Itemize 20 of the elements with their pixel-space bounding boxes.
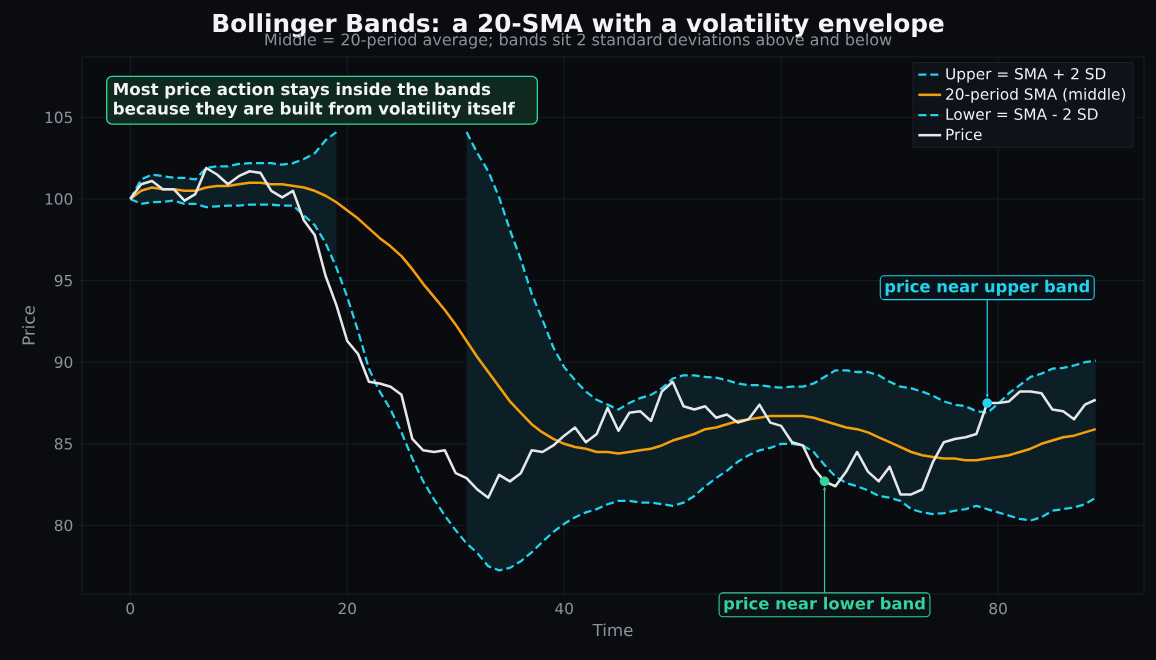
y-axis-title: Price (21, 306, 35, 345)
x-tick-label: 40 (555, 602, 573, 615)
annotation: price near upper band (885, 279, 1089, 296)
legend-label: 20-period SMA (middle) (946, 88, 1126, 103)
y-tick-label: 85 (54, 438, 72, 450)
legend-label: Price (946, 128, 982, 141)
annotation: price near lower band (724, 596, 925, 613)
y-tick-label: 105 (45, 111, 72, 124)
legend-label: Upper = SMA + 2 SD (946, 67, 1106, 83)
y-tick-label: 90 (54, 356, 73, 368)
x-tick-label: 80 (989, 602, 1007, 615)
y-tick-label: 100 (45, 193, 73, 205)
line-series (129, 166, 1097, 499)
legend-label: Lower = SMA - 2 SD (946, 108, 1098, 120)
x-tick-label: 0 (126, 602, 135, 615)
y-tick-label: 95 (54, 274, 72, 287)
x-axis-title: Time (592, 623, 633, 637)
y-tick-label: 80 (54, 519, 73, 532)
x-tick-label: 20 (338, 602, 356, 615)
annotation: Most price action stays inside the bands because they are built from volatility itself (114, 82, 515, 119)
